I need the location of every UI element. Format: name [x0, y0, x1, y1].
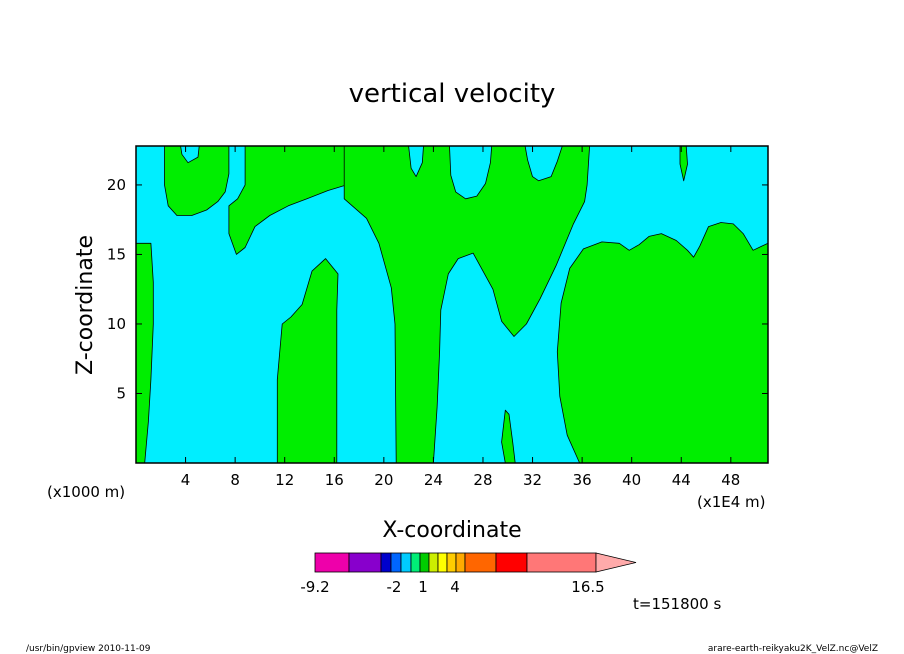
- x-tick-label: 32: [523, 471, 542, 489]
- x-axis-label: X-coordinate: [382, 518, 521, 543]
- plot-frame: [135, 145, 769, 464]
- x-tick-label: 28: [473, 471, 492, 489]
- x-unit-left: (x1000 m): [47, 483, 125, 501]
- colorbar-segment: [437, 552, 448, 573]
- colorbar-segment: [428, 552, 439, 573]
- colorbar-segment: [390, 552, 402, 573]
- colorbar-arrow: [595, 552, 637, 573]
- y-axis-label: Z-coordinate: [73, 235, 98, 375]
- colorbar-label: 16.5: [571, 578, 604, 596]
- colorbar-label: -2: [387, 578, 402, 596]
- chart-title: vertical velocity: [349, 79, 556, 109]
- x-tick-label: 24: [424, 471, 443, 489]
- colorbar-segment: [495, 552, 528, 573]
- colorbar-segment: [314, 552, 350, 573]
- contour-region-left-edge: [135, 242, 154, 464]
- x-tick-label: 4: [181, 471, 191, 489]
- colorbar: -9.2 -2 1 4 16.5: [300, 552, 637, 596]
- colorbar-label: 1: [418, 578, 428, 596]
- x-tick-label: 20: [374, 471, 393, 489]
- footer-left: /usr/bin/gpview 2010-11-09: [26, 644, 151, 654]
- colorbar-label: 4: [450, 578, 460, 596]
- x-tick-label: 16: [325, 471, 344, 489]
- colorbar-segment: [419, 552, 430, 573]
- colorbar-segment: [446, 552, 457, 573]
- colorbar-segment: [464, 552, 497, 573]
- x-tick-label: 12: [275, 471, 294, 489]
- contour-region-mid-column: [276, 258, 339, 464]
- colorbar-segment: [410, 552, 421, 573]
- colorbar-segment: [455, 552, 466, 573]
- contour-region-top-mid: [228, 145, 357, 255]
- x-tick-label: 44: [672, 471, 691, 489]
- footer-right: arare-earth-reikyaku2K_VelZ.nc@VelZ: [708, 644, 878, 654]
- y-tick-label: 5: [116, 384, 126, 402]
- y-tick-label: 15: [107, 245, 126, 263]
- contour-region-big-center: [343, 145, 590, 464]
- x-tick-label: 36: [573, 471, 592, 489]
- y-tick-label: 20: [107, 176, 126, 194]
- colorbar-segment: [400, 552, 412, 573]
- x-unit-right: (x1E4 m): [697, 493, 766, 511]
- colorbar-segment: [526, 552, 597, 573]
- colorbar-segment: [348, 552, 382, 573]
- contour-region-top-left: [164, 145, 230, 216]
- x-tick-label: 40: [622, 471, 641, 489]
- colorbar-segment: [380, 552, 392, 573]
- contour-region-right-block: [556, 222, 769, 464]
- colorbar-label: -9.2: [300, 578, 329, 596]
- y-tick-label: 10: [107, 315, 126, 333]
- time-label: t=151800 s: [633, 595, 721, 613]
- x-tick-label: 48: [721, 471, 740, 489]
- x-tick-label: 8: [230, 471, 240, 489]
